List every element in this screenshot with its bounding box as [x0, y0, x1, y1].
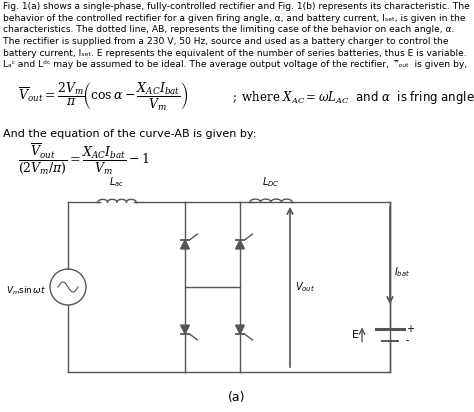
Text: And the equation of the curve-AB is given by:: And the equation of the curve-AB is give… [3, 129, 256, 139]
Text: E: E [352, 330, 359, 339]
Text: $I_{bat}$: $I_{bat}$ [394, 265, 410, 279]
Text: $V_{out}$: $V_{out}$ [295, 280, 315, 294]
Polygon shape [181, 325, 190, 334]
Text: $\overline{V}_{out} = \dfrac{2V_m}{\pi}\!\left(\cos\alpha - \dfrac{X_{AC}I_{bat}: $\overline{V}_{out} = \dfrac{2V_m}{\pi}\… [18, 81, 188, 113]
Text: $\dfrac{\overline{V}_{out}}{(2V_m/\pi)} = \dfrac{X_{AC}I_{bat}}{V_m} - 1$: $\dfrac{\overline{V}_{out}}{(2V_m/\pi)} … [18, 142, 149, 176]
Text: +: + [406, 323, 414, 333]
Text: $; \text{ where } X_{AC} = \omega L_{AC}$  and $\alpha$  is fring angle: $; \text{ where } X_{AC} = \omega L_{AC}… [232, 89, 474, 105]
Polygon shape [181, 240, 190, 249]
Text: (a): (a) [228, 391, 246, 404]
Text: $L_{ac}$: $L_{ac}$ [109, 175, 125, 189]
Polygon shape [236, 325, 245, 334]
Text: -: - [406, 335, 410, 346]
Polygon shape [236, 240, 245, 249]
Text: Fig. 1(a) shows a single-phase, fully-controlled rectifier and Fig. 1(b) represe: Fig. 1(a) shows a single-phase, fully-co… [3, 2, 470, 69]
Text: $L_{DC}$: $L_{DC}$ [262, 175, 280, 189]
Text: $V_m \sin\omega t$: $V_m \sin\omega t$ [6, 285, 46, 297]
